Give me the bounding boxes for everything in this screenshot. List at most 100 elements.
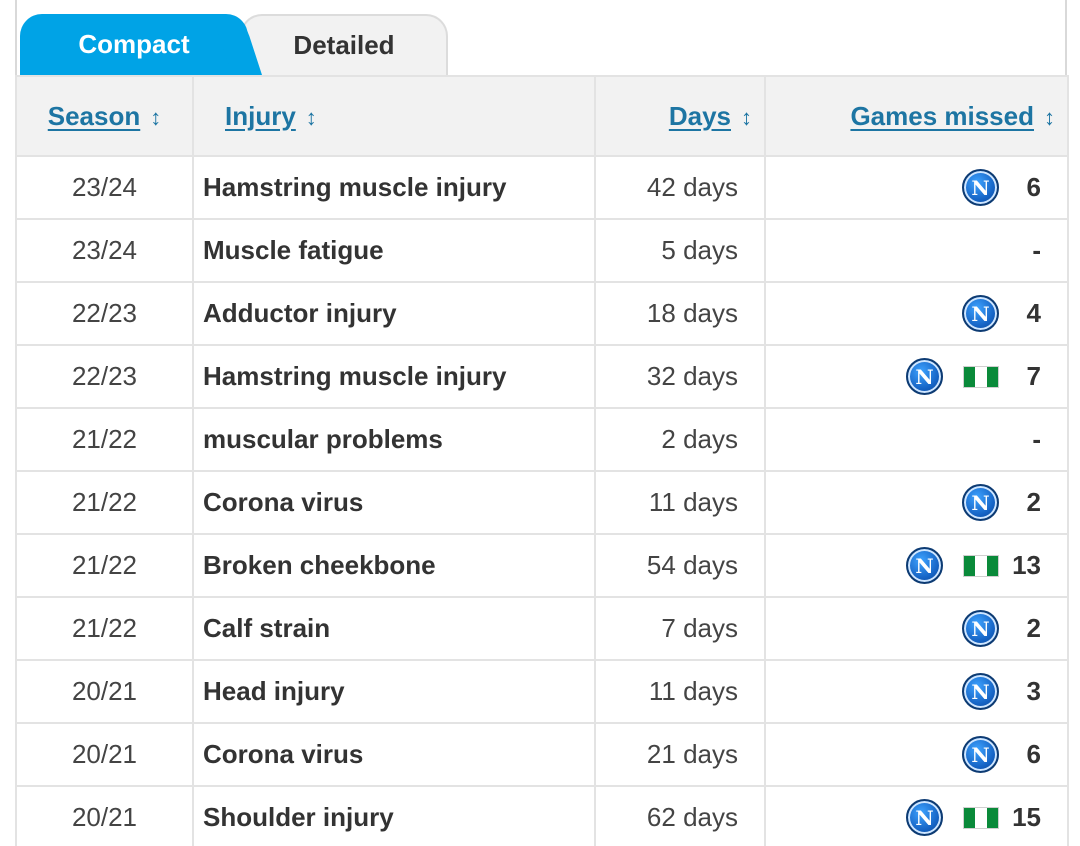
tab-compact[interactable]: Compact bbox=[20, 14, 248, 75]
injury-cell: Corona virus bbox=[192, 470, 596, 535]
sort-games-missed-link[interactable]: Games missed bbox=[850, 100, 1034, 131]
days-cell: 7 days bbox=[594, 596, 766, 661]
table-row: 21/22 Broken cheekbone 54 days N 13 bbox=[15, 533, 1069, 598]
season-cell: 21/22 bbox=[15, 407, 194, 472]
injury-cell: Hamstring muscle injury bbox=[192, 155, 596, 220]
games-missed-content: - bbox=[766, 235, 1041, 266]
table-row: 23/24 Muscle fatigue 5 days - bbox=[15, 218, 1069, 283]
season-cell: 21/22 bbox=[15, 470, 194, 535]
table-row: 20/21 Corona virus 21 days N 6 bbox=[15, 722, 1069, 787]
days-cell: 32 days bbox=[594, 344, 766, 409]
games-missed-count: 6 bbox=[1026, 172, 1041, 202]
games-missed-cell: - bbox=[764, 218, 1069, 283]
games-missed-count: 2 bbox=[1026, 487, 1041, 517]
season-cell: 23/24 bbox=[15, 218, 194, 283]
games-missed-content: - bbox=[766, 424, 1041, 455]
sort-injury-link[interactable]: Injury bbox=[225, 100, 296, 131]
injury-table: Season ↕ Injury ↕ Days ↕ Games missed ↕ 23/2… bbox=[15, 75, 1069, 846]
days-cell: 62 days bbox=[594, 785, 766, 846]
season-cell: 22/23 bbox=[15, 281, 194, 346]
injury-table-body: 23/24 Hamstring muscle injury 42 days N 6 23/… bbox=[15, 155, 1069, 846]
column-header-games-missed: Games missed ↕ bbox=[764, 75, 1069, 157]
nigeria-flag-icon[interactable] bbox=[963, 554, 999, 577]
injury-cell: Calf strain bbox=[192, 596, 596, 661]
club-logo-icon[interactable]: N bbox=[906, 547, 943, 584]
days-cell: 11 days bbox=[594, 470, 766, 535]
table-row: 20/21 Head injury 11 days N 3 bbox=[15, 659, 1069, 724]
days-cell: 18 days bbox=[594, 281, 766, 346]
games-missed-count: - bbox=[1032, 235, 1041, 265]
sort-days-link[interactable]: Days bbox=[668, 100, 731, 131]
games-missed-count: 7 bbox=[1026, 361, 1041, 391]
games-missed-count: 4 bbox=[1026, 298, 1041, 328]
table-row: 22/23 Adductor injury 18 days N 4 bbox=[15, 281, 1069, 346]
club-logo-icon[interactable]: N bbox=[962, 484, 999, 521]
injury-cell: Adductor injury bbox=[192, 281, 596, 346]
sort-icon[interactable]: ↕ bbox=[741, 104, 752, 130]
sort-icon[interactable]: ↕ bbox=[305, 104, 317, 130]
column-header-days: Days ↕ bbox=[594, 75, 766, 157]
games-missed-count: 6 bbox=[1026, 739, 1041, 769]
tab-compact-label: Compact bbox=[78, 29, 190, 59]
club-logo-icon[interactable]: N bbox=[962, 673, 999, 710]
sort-season-link[interactable]: Season bbox=[47, 100, 141, 131]
table-row: 21/22 Corona virus 11 days N 2 bbox=[15, 470, 1069, 535]
days-cell: 2 days bbox=[594, 407, 766, 472]
club-logo-icon[interactable]: N bbox=[962, 169, 999, 206]
injury-cell: Shoulder injury bbox=[192, 785, 596, 846]
tab-detailed-label: Detailed bbox=[293, 30, 395, 60]
table-row: 22/23 Hamstring muscle injury 32 days N 7 bbox=[15, 344, 1069, 409]
table-header-row: Season ↕ Injury ↕ Days ↕ Games missed ↕ bbox=[15, 75, 1069, 157]
injury-cell: muscular problems bbox=[192, 407, 596, 472]
days-cell: 11 days bbox=[594, 659, 766, 724]
club-logo-icon[interactable]: N bbox=[906, 358, 943, 395]
table-row: 21/22 Calf strain 7 days N 2 bbox=[15, 596, 1069, 661]
sort-icon[interactable]: ↕ bbox=[150, 104, 162, 130]
games-missed-content: N 15 bbox=[766, 799, 1041, 836]
season-cell: 21/22 bbox=[15, 596, 194, 661]
column-header-injury: Injury ↕ bbox=[192, 75, 596, 157]
days-cell: 5 days bbox=[594, 218, 766, 283]
season-cell: 22/23 bbox=[15, 344, 194, 409]
season-cell: 20/21 bbox=[15, 722, 194, 787]
games-missed-count: 15 bbox=[1012, 802, 1041, 832]
games-missed-cell: - bbox=[764, 407, 1069, 472]
season-cell: 20/21 bbox=[15, 659, 194, 724]
nigeria-flag-icon[interactable] bbox=[963, 806, 999, 829]
games-missed-cell: N 15 bbox=[764, 785, 1069, 846]
days-cell: 54 days bbox=[594, 533, 766, 598]
games-missed-count: - bbox=[1032, 424, 1041, 454]
games-missed-cell: N 13 bbox=[764, 533, 1069, 598]
nigeria-flag-icon[interactable] bbox=[963, 365, 999, 388]
injury-cell: Muscle fatigue bbox=[192, 218, 596, 283]
table-row: 23/24 Hamstring muscle injury 42 days N 6 bbox=[15, 155, 1069, 220]
club-logo-icon[interactable]: N bbox=[906, 799, 943, 836]
season-cell: 23/24 bbox=[15, 155, 194, 220]
table-row: 20/21 Shoulder injury 62 days N 15 bbox=[15, 785, 1069, 846]
games-missed-count: 2 bbox=[1026, 613, 1041, 643]
games-missed-count: 13 bbox=[1012, 550, 1041, 580]
column-header-season: Season ↕ bbox=[15, 75, 194, 157]
club-logo-icon[interactable]: N bbox=[962, 610, 999, 647]
tab-detailed[interactable]: Detailed bbox=[240, 14, 448, 75]
club-logo-icon[interactable]: N bbox=[962, 736, 999, 773]
season-cell: 21/22 bbox=[15, 533, 194, 598]
sort-icon[interactable]: ↕ bbox=[1044, 104, 1055, 130]
table-row: 21/22 muscular problems 2 days - bbox=[15, 407, 1069, 472]
view-tabs: Detailed Compact bbox=[15, 0, 1067, 75]
club-logo-icon[interactable]: N bbox=[962, 295, 999, 332]
